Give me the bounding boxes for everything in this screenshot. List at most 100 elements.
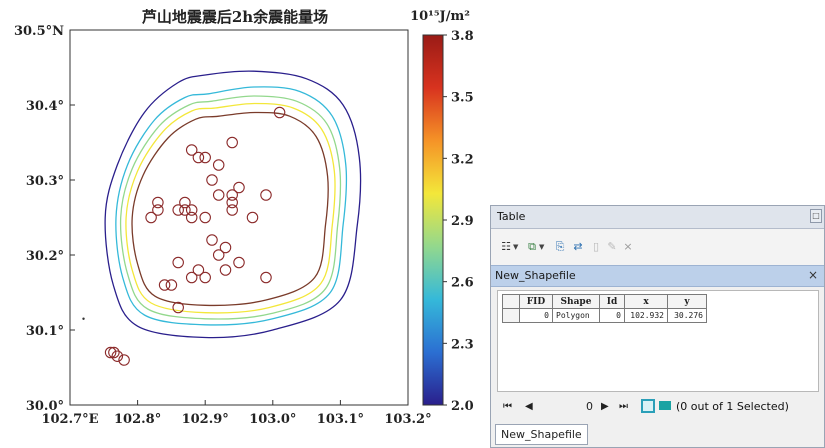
- aftershock-point: [185, 211, 198, 224]
- attribute-table: FID Shape Id x y 0 Polygon 0 102.932 30.…: [502, 294, 707, 323]
- aftershock-point: [260, 271, 272, 284]
- close-icon[interactable]: ×: [807, 268, 818, 282]
- record-navigation: ⏮ ◀ 0 ▶ ⏭ (0 out of 1 Selected): [491, 395, 824, 421]
- related-tables-icon[interactable]: ⎘: [555, 240, 565, 253]
- aftershock-point: [185, 271, 198, 284]
- cell-fid[interactable]: 0: [519, 308, 553, 323]
- selection-status: (0 out of 1 Selected): [676, 400, 789, 413]
- delete-selected-icon[interactable]: ×: [623, 240, 633, 253]
- colorbar-tick-label: 2.9: [451, 214, 474, 229]
- aftershock-point: [206, 174, 218, 186]
- next-record-button[interactable]: ▶: [601, 401, 609, 412]
- aftershock-point: [199, 271, 211, 284]
- column-header-fid[interactable]: FID: [519, 294, 553, 309]
- colorbar-ticks: 3.8 3.5 3.2 2.9 2.6 2.3 2.0: [443, 29, 474, 414]
- colorbar-tick-label: 2.6: [451, 276, 474, 291]
- colorbar-unit-label: 10¹⁵J/m²: [410, 9, 470, 24]
- colorbar: [422, 34, 444, 406]
- aftershock-point: [226, 189, 238, 201]
- colorbar-tick-label: 3.2: [451, 152, 474, 167]
- x-tick-label: 102.7°E: [41, 412, 98, 427]
- colorbar-tick-label: 3.8: [451, 29, 474, 44]
- chevron-down-icon[interactable]: ▼: [539, 243, 545, 251]
- aftershock-point: [185, 204, 198, 216]
- contour-line-3: [119, 95, 342, 320]
- y-tick-label: 30.3°: [26, 174, 64, 189]
- aftershock-point: [206, 234, 218, 246]
- aftershock-point: [273, 106, 286, 119]
- aftershock-point: [179, 196, 191, 209]
- x-tick-label: 102.9°: [182, 412, 229, 427]
- previous-record-button[interactable]: ◀: [525, 401, 533, 412]
- bottom-tab-new-shapefile[interactable]: New_Shapefile: [495, 424, 588, 445]
- y-tick-label: 30.0°: [26, 399, 64, 414]
- first-record-button[interactable]: ⏮: [503, 401, 512, 412]
- aftershock-point: [199, 211, 211, 224]
- column-header-x[interactable]: x: [624, 294, 668, 309]
- attribute-grid: FID Shape Id x y 0 Polygon 0 102.932 30.…: [497, 290, 819, 392]
- aftershock-point: [192, 264, 205, 276]
- contour-line-1: [104, 70, 362, 339]
- row-selector[interactable]: [502, 308, 520, 323]
- table-options-icon[interactable]: ☷: [501, 240, 511, 253]
- column-header-id[interactable]: Id: [599, 294, 625, 309]
- x-tick-label: 103.0°: [249, 412, 296, 427]
- aftershock-point: [226, 136, 238, 149]
- table-tab-strip: New_Shapefile ×: [491, 265, 824, 287]
- aftershock-point: [233, 181, 245, 194]
- aftershock-point: [104, 346, 117, 359]
- x-axis-ticks: 102.7°E 102.8° 102.9° 103.0° 103.1° 103.2°: [41, 400, 432, 427]
- aftershock-point: [179, 204, 191, 216]
- x-tick-label: 103.1°: [317, 412, 364, 427]
- aftershock-point: [192, 151, 205, 164]
- cell-y[interactable]: 30.276: [667, 308, 707, 323]
- column-header-shape[interactable]: Shape: [552, 294, 600, 309]
- switch-selection-icon[interactable]: ⇄: [573, 240, 583, 253]
- cell-x[interactable]: 102.932: [624, 308, 668, 323]
- cell-id[interactable]: 0: [599, 308, 625, 323]
- select-by-attributes-icon[interactable]: ⧉: [528, 240, 536, 253]
- column-header-y[interactable]: y: [667, 294, 707, 309]
- aftershock-point: [199, 151, 211, 164]
- aftershock-point: [233, 256, 245, 269]
- clear-selection-icon[interactable]: ▯: [592, 240, 600, 253]
- aftershock-point: [108, 346, 120, 359]
- aftershock-layer: [82, 106, 286, 366]
- zoom-selected-icon[interactable]: ✎: [607, 240, 617, 253]
- y-tick-label: 30.4°: [26, 99, 64, 114]
- aftershock-point: [165, 279, 178, 291]
- aftershock-point: [145, 211, 157, 224]
- contour-line-4: [125, 102, 336, 314]
- current-record-field[interactable]: 0: [586, 400, 593, 413]
- stray-point: [82, 317, 85, 320]
- cell-shape[interactable]: Polygon: [552, 308, 600, 323]
- x-tick-label: 102.8°: [114, 412, 161, 427]
- aftershock-point: [226, 196, 238, 209]
- aftershock-point: [172, 256, 184, 269]
- show-all-records-icon[interactable]: [641, 399, 655, 413]
- show-selected-records-icon[interactable]: [659, 401, 671, 410]
- y-tick-label: 30.5°N: [14, 24, 64, 39]
- y-tick-label: 30.2°: [26, 249, 64, 264]
- y-tick-label: 30.1°: [26, 324, 64, 339]
- aftershock-point: [212, 159, 225, 171]
- chevron-down-icon[interactable]: ▼: [513, 243, 519, 251]
- colorbar-tick-label: 2.0: [451, 399, 474, 414]
- table-window-title: Table: [497, 210, 526, 223]
- aftershock-point: [185, 144, 198, 156]
- map-title: 芦山地震震后2h余震能量场: [142, 8, 328, 26]
- aftershock-point: [219, 264, 232, 276]
- x-tick-label: 103.2°: [384, 412, 431, 427]
- tab-new-shapefile[interactable]: New_Shapefile: [495, 269, 576, 282]
- colorbar-tick-label: 2.3: [451, 337, 474, 352]
- maximize-icon[interactable]: □: [810, 209, 822, 223]
- colorbar-tick-label: 3.5: [451, 91, 474, 106]
- aftershock-point: [246, 211, 259, 224]
- aftershock-point: [260, 189, 272, 201]
- aftershock-point: [118, 354, 130, 366]
- table-window-titlebar[interactable]: Table □: [491, 206, 824, 229]
- contour-line-5: [131, 111, 329, 307]
- last-record-button[interactable]: ⏭: [619, 401, 628, 412]
- row-selector-header[interactable]: [502, 294, 520, 309]
- table-row[interactable]: 0 Polygon 0 102.932 30.276: [502, 308, 707, 323]
